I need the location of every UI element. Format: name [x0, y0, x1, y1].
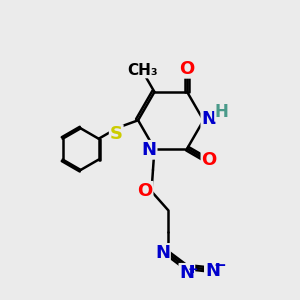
- Text: −: −: [213, 258, 226, 273]
- Text: O: O: [179, 60, 194, 78]
- Text: N: N: [201, 110, 216, 128]
- Text: O: O: [137, 182, 153, 200]
- Text: S: S: [110, 125, 123, 143]
- Text: H: H: [215, 103, 229, 121]
- Text: N: N: [179, 264, 194, 282]
- Text: +: +: [188, 263, 199, 276]
- Text: CH₃: CH₃: [127, 63, 158, 78]
- Text: N: N: [155, 244, 170, 262]
- Text: N: N: [205, 262, 220, 280]
- Text: N: N: [142, 141, 157, 159]
- Text: O: O: [201, 151, 217, 169]
